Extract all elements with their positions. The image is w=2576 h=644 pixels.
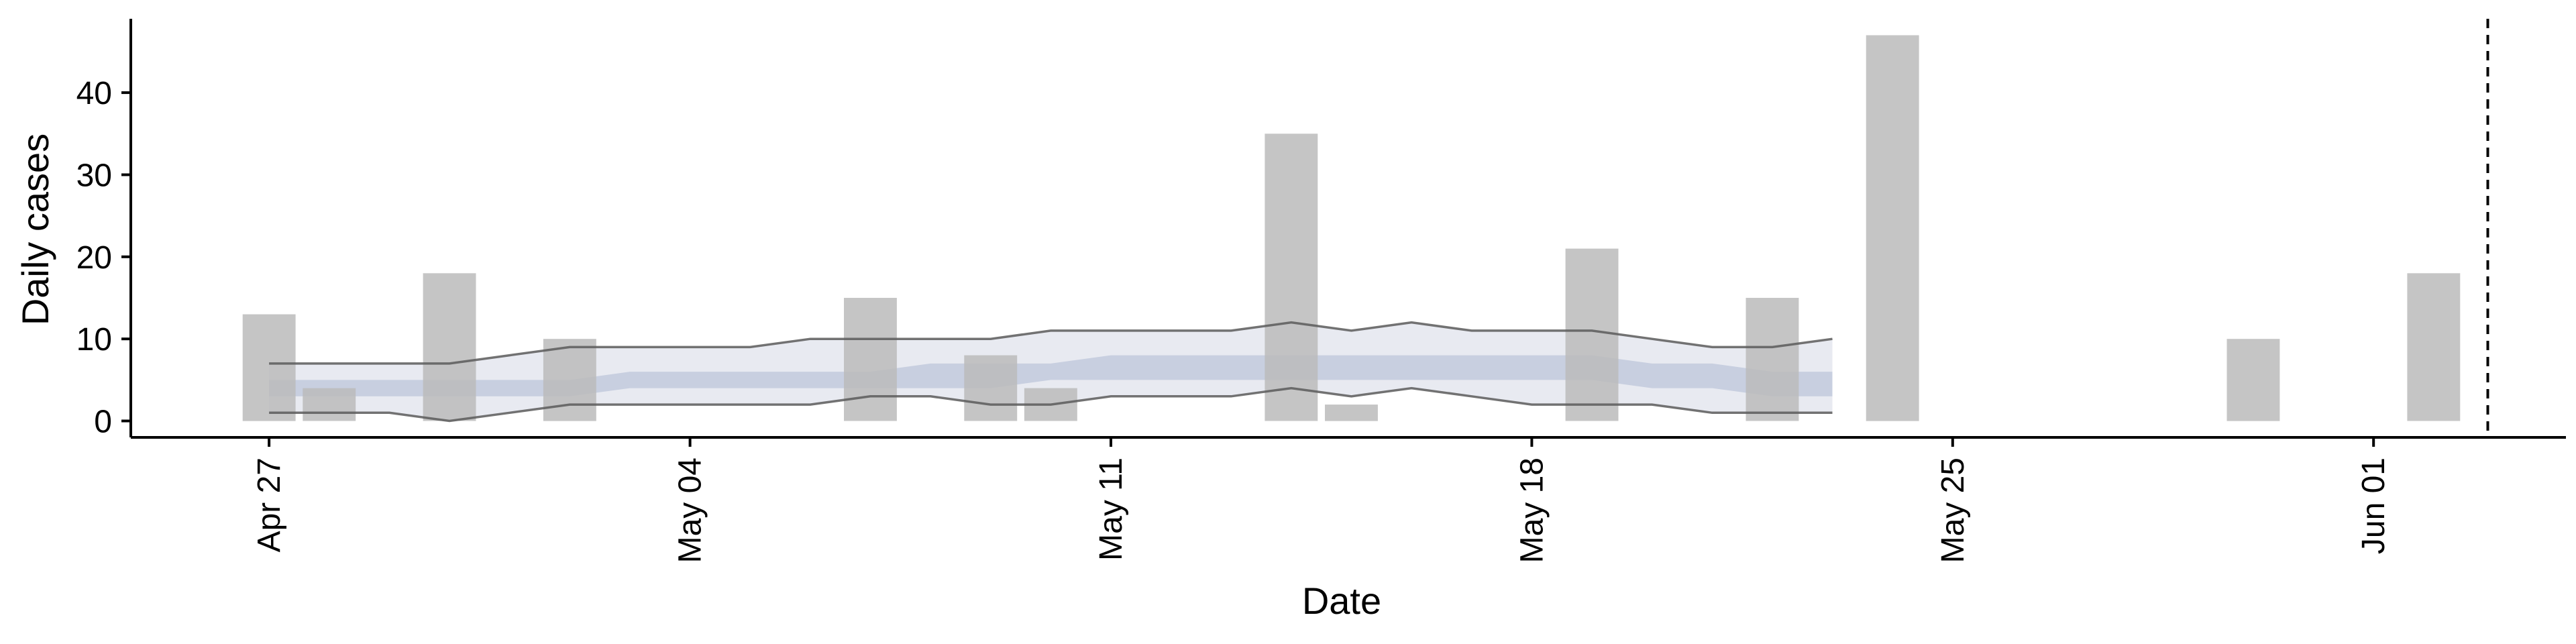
bar-may-22	[1746, 298, 1799, 421]
bars-layer	[242, 35, 2461, 421]
bar-may-14	[1265, 133, 1318, 421]
bar-may-24	[1866, 35, 1919, 421]
y-tick-label-20: 20	[76, 240, 112, 276]
ticks-layer: 0 10 20 30 40 Apr 27 May 04 May 11 May 18 May 25 J…	[76, 76, 2392, 563]
x-axis-title: Date	[1302, 580, 1381, 622]
x-tick-label-jun-01: Jun 01	[2356, 458, 2392, 554]
x-tick-label-apr-27: Apr 27	[252, 458, 287, 552]
x-tick-label-may-11: May 11	[1093, 458, 1129, 561]
axes-layer	[129, 19, 2566, 439]
outer-lower-line	[269, 386, 1833, 423]
x-tick-label-may-25: May 25	[1935, 458, 1971, 563]
bar-may-02	[543, 339, 596, 421]
bar-may-09	[964, 355, 1018, 421]
bar-apr-30	[423, 273, 476, 421]
bar-apr-28	[303, 388, 356, 421]
bar-may-30	[2226, 339, 2280, 421]
bar-may-15	[1325, 405, 1378, 421]
bar-jun-02	[2407, 273, 2461, 421]
bar-apr-27	[242, 314, 296, 421]
outer-upper-line	[269, 321, 1833, 365]
bar-may-07	[844, 298, 897, 421]
inner-interval-band	[269, 355, 1833, 396]
x-tick-label-may-18: May 18	[1514, 458, 1550, 563]
y-tick-label-30: 30	[76, 158, 112, 194]
y-tick-label-40: 40	[76, 76, 112, 111]
y-tick-label-0: 0	[94, 405, 112, 440]
bar-may-19	[1565, 248, 1619, 421]
band-edge-lines-layer	[269, 321, 1833, 423]
y-tick-label-10: 10	[76, 322, 112, 358]
inner-interval-band-layer	[269, 355, 1833, 396]
x-tick-label-may-04: May 04	[673, 458, 708, 563]
y-axis-title: Daily cases	[14, 133, 56, 325]
